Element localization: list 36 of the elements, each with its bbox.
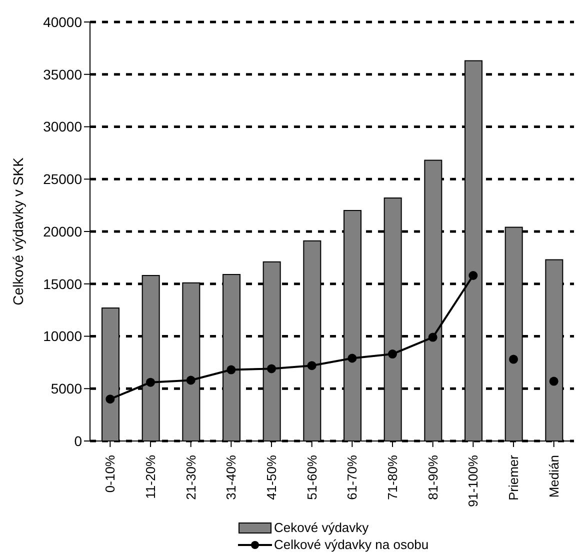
legend-label: Celkové výdavky na osobu (274, 537, 429, 552)
y-tick-label: 10000 (43, 328, 82, 344)
point (549, 376, 558, 386)
x-tick-label: 21-30% (183, 454, 198, 500)
x-tick-label: 31-40% (224, 454, 239, 500)
point (307, 361, 316, 370)
point (106, 394, 115, 404)
x-tick-label: 61-70% (344, 454, 360, 500)
y-tick-label: 20000 (43, 223, 82, 240)
y-tick-label: 30000 (43, 118, 82, 135)
y-tick-label: 40000 (43, 14, 82, 30)
y-axis-title: Celkové výdavky v SKK (10, 156, 26, 306)
point (509, 354, 518, 364)
y-tick-label: 0 (74, 432, 82, 449)
y-tick-label: 5000 (50, 380, 82, 397)
x-tick-label: 91-100% (466, 454, 481, 508)
x-tick-label: 51-60% (304, 454, 320, 500)
x-tick-label: 0-10% (102, 454, 118, 493)
point (428, 332, 438, 342)
point (146, 378, 155, 387)
point (468, 270, 478, 280)
point (267, 364, 276, 374)
point (388, 350, 397, 359)
x-tick-label: 11-20% (143, 454, 158, 499)
point (226, 365, 236, 374)
x-tick-label: Medián (546, 455, 562, 498)
legend-label: Cekové výdavky (274, 520, 369, 535)
y-tick-label: 15000 (43, 276, 82, 292)
x-tick-label: Priemer (506, 454, 521, 501)
x-tick-label: 71-80% (385, 454, 400, 500)
point (348, 354, 357, 363)
y-tick-label: 25000 (43, 171, 82, 188)
x-tick-label: 81-90% (425, 454, 440, 500)
y-tick-label: 35000 (43, 66, 82, 82)
x-tick-label: 41-50% (264, 454, 279, 500)
point (186, 376, 196, 385)
